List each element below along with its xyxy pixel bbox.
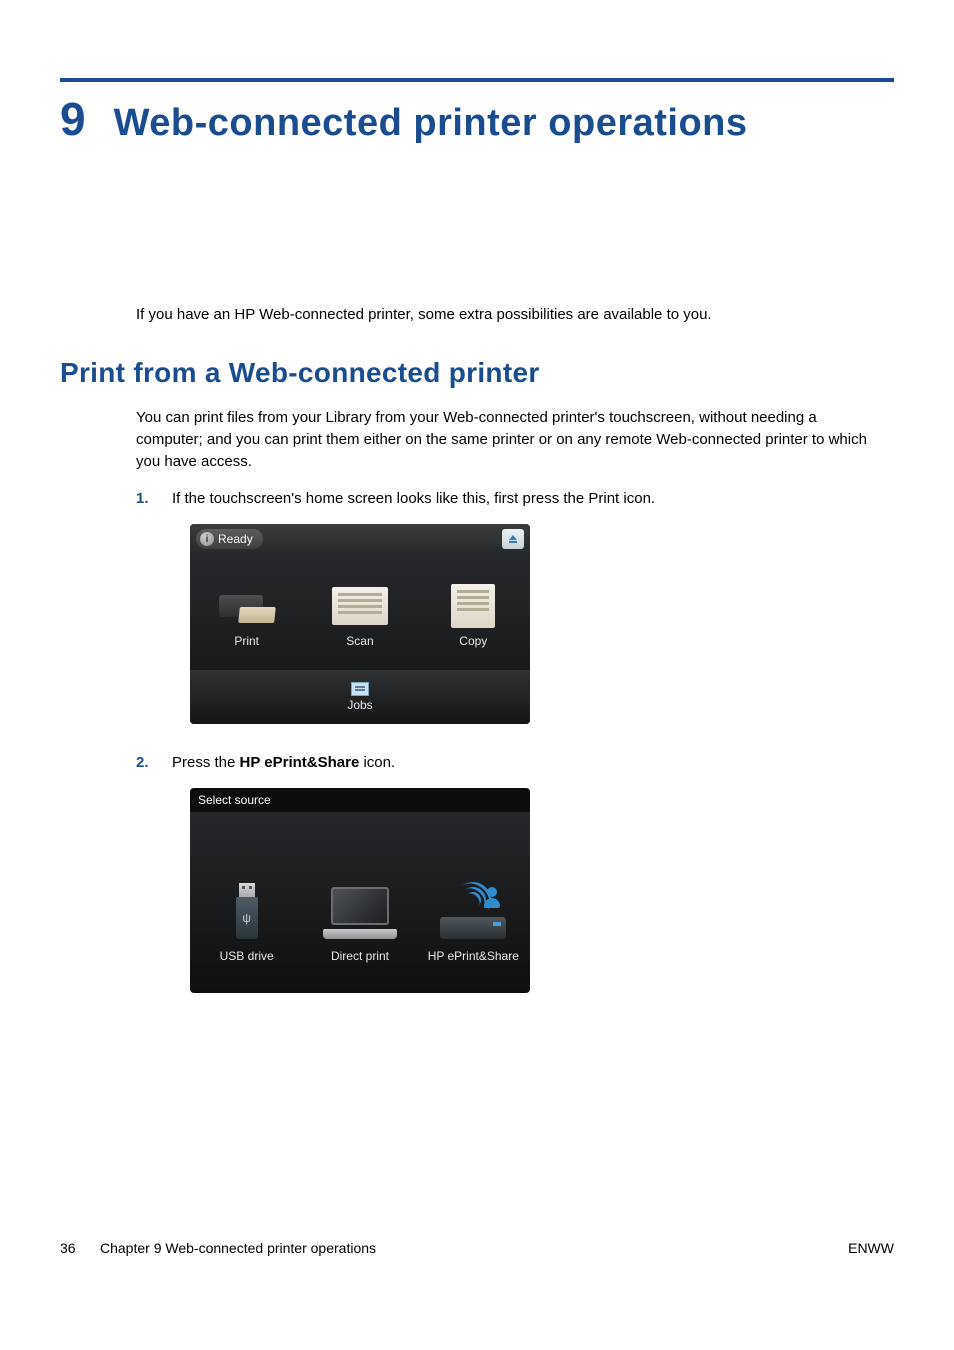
jobs-label: Jobs (347, 698, 372, 712)
touchscreen-status-bar: i Ready (190, 524, 530, 554)
status-text: Ready (218, 532, 253, 546)
select-source-screenshot: Select source ψ USB drive Direct print (190, 788, 894, 993)
info-icon: i (200, 532, 214, 546)
step-text: If the touchscreen's home screen looks l… (172, 488, 655, 510)
select-source-screen: Select source ψ USB drive Direct print (190, 788, 530, 993)
footer-text: Chapter 9 Web-connected printer operatio… (100, 1240, 848, 1256)
print-label: Print (234, 634, 259, 648)
section-title: Print from a Web-connected printer (60, 357, 894, 389)
footer-lang: ENWW (848, 1240, 894, 1256)
eprint-share-tile: HP ePrint&Share (423, 881, 523, 963)
select-source-header: Select source (190, 788, 530, 812)
touchscreen-home-screenshot: i Ready Print Scan (190, 524, 894, 724)
scan-icon (325, 582, 395, 630)
scan-label: Scan (346, 634, 373, 648)
direct-print-tile: Direct print (310, 887, 410, 963)
copy-tile: Copy (428, 582, 518, 648)
print-tile: Print (202, 582, 292, 648)
usb-icon: ψ (236, 883, 258, 939)
copy-icon (438, 582, 508, 630)
usb-label: USB drive (220, 949, 274, 963)
touchscreen-bottom-bar: Jobs (190, 670, 530, 724)
step-text: Press the HP ePrint&Share icon. (172, 752, 395, 774)
intro-paragraph: If you have an HP Web-connected printer,… (136, 306, 894, 323)
chapter-rule (60, 78, 894, 82)
status-pill: i Ready (196, 529, 263, 549)
chapter-number: 9 (60, 92, 86, 146)
select-source-row: ψ USB drive Direct print HP ePrint& (190, 812, 530, 993)
step-2-prefix: Press the (172, 754, 240, 771)
jobs-icon (351, 682, 369, 696)
laptop-icon (323, 887, 397, 939)
page-footer: 36 Chapter 9 Web-connected printer opera… (60, 1240, 894, 1256)
copy-label: Copy (459, 634, 487, 648)
scan-tile: Scan (315, 582, 405, 648)
step-2-suffix: icon. (359, 754, 395, 771)
eprint-share-label: HP ePrint&Share (428, 949, 519, 963)
usb-drive-tile: ψ USB drive (197, 883, 297, 963)
step-1: 1. If the touchscreen's home screen look… (136, 488, 894, 510)
step-2: 2. Press the HP ePrint&Share icon. (136, 752, 894, 774)
print-icon (212, 582, 282, 630)
section-body: You can print files from your Library fr… (136, 407, 876, 472)
eject-icon (502, 529, 524, 549)
step-number: 1. (136, 490, 158, 507)
step-number: 2. (136, 754, 158, 771)
page-number: 36 (60, 1240, 100, 1256)
step-2-bold: HP ePrint&Share (240, 754, 360, 771)
chapter-title: Web-connected printer operations (114, 102, 748, 145)
touchscreen-main-row: Print Scan Copy (190, 554, 530, 670)
touchscreen-home: i Ready Print Scan (190, 524, 530, 724)
eprint-share-icon (440, 881, 506, 939)
direct-print-label: Direct print (331, 949, 389, 963)
chapter-header: 9 Web-connected printer operations (60, 92, 894, 146)
